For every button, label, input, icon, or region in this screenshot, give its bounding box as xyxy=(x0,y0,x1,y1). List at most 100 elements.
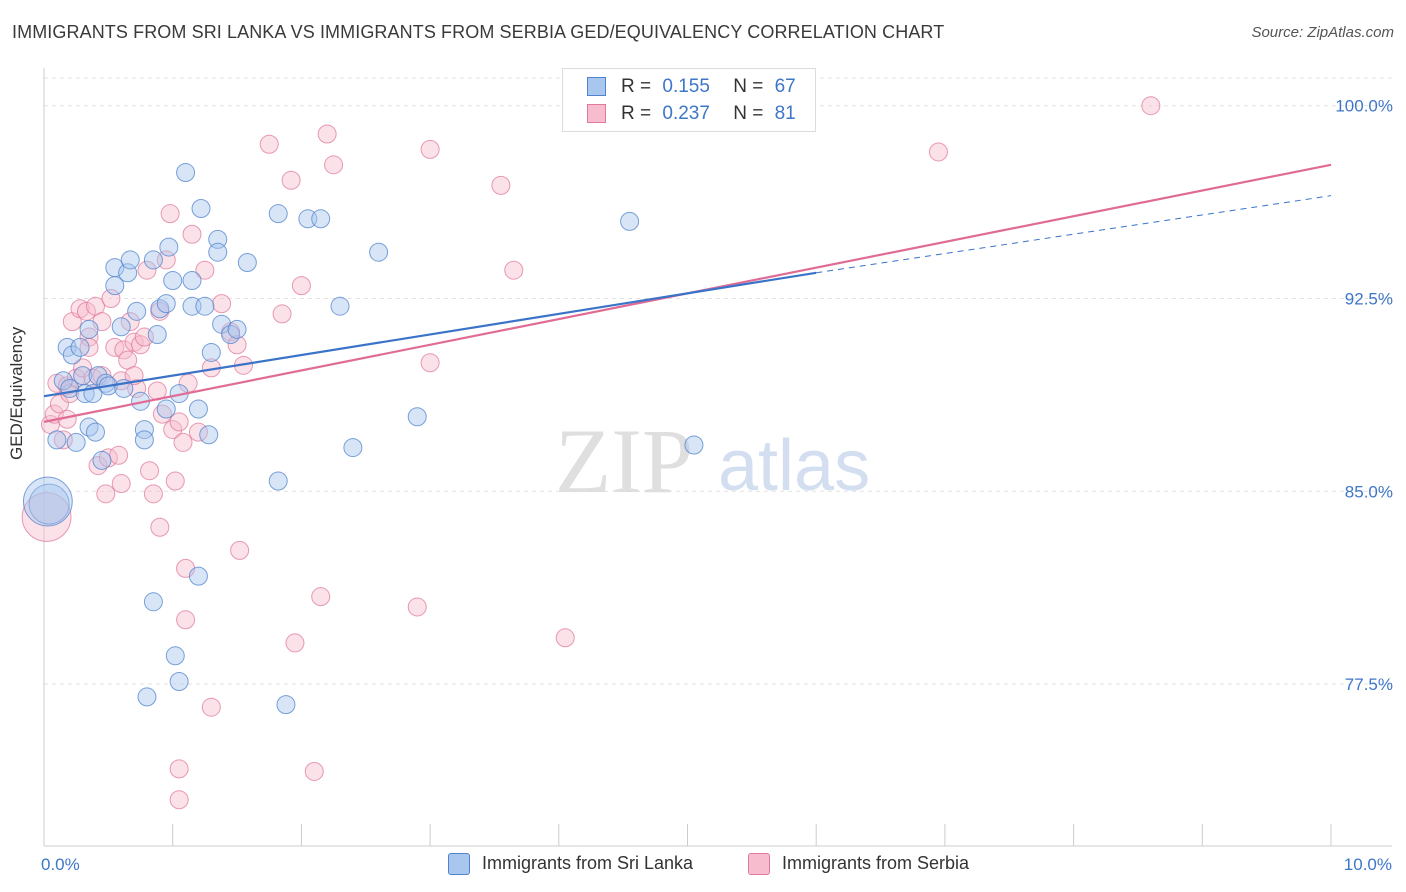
sri-lanka-point xyxy=(298,209,318,229)
legend-label: Immigrants from Serbia xyxy=(782,853,970,873)
serbia-point xyxy=(140,461,160,481)
serbia-point xyxy=(21,492,72,542)
n-label: N = xyxy=(733,76,764,97)
sri-lanka-point xyxy=(79,319,99,339)
sri-lanka-point xyxy=(105,258,125,278)
sri-lanka-point xyxy=(407,407,427,427)
x-tick-label: 10.0% xyxy=(1344,855,1392,874)
sri-lanka-point xyxy=(85,422,105,442)
n-value: 67 xyxy=(774,76,796,97)
serbia-point xyxy=(420,139,440,159)
serbia-point xyxy=(227,335,247,355)
sri-lanka-point xyxy=(268,204,288,224)
sri-lanka-point xyxy=(369,242,389,262)
serbia-point xyxy=(169,790,189,810)
sri-lanka-point xyxy=(70,337,90,357)
sri-lanka-point xyxy=(120,250,140,270)
sri-lanka-point xyxy=(88,366,108,386)
sri-lanka-point xyxy=(79,417,99,437)
serbia-point xyxy=(201,697,221,717)
serbia-point xyxy=(285,633,305,653)
serbia-point xyxy=(311,587,331,607)
legend-stats: R = 0.155 N = 67 R = 0.237 N = 81 xyxy=(562,68,816,132)
serbia-point xyxy=(176,610,196,630)
sri-lanka-point xyxy=(684,435,704,455)
serbia-point xyxy=(317,124,337,144)
serbia-point xyxy=(169,759,189,779)
serbia-point xyxy=(101,288,121,308)
serbia-point xyxy=(281,170,301,190)
serbia-point xyxy=(150,517,170,537)
legend-label: Immigrants from Sri Lanka xyxy=(482,853,694,873)
r-label: R = xyxy=(621,103,652,124)
serbia-point xyxy=(152,404,172,424)
sri-lanka-point xyxy=(188,399,208,419)
n-value: 81 xyxy=(774,103,796,124)
sri-lanka-point xyxy=(182,270,202,290)
sri-lanka-point xyxy=(343,438,363,458)
serbia-point xyxy=(504,260,524,280)
sri-lanka-point xyxy=(311,209,331,229)
sri-lanka-point xyxy=(159,237,179,257)
y-tick-label: 92.5% xyxy=(1345,289,1393,308)
serbia-point xyxy=(291,276,311,296)
sri-lanka-point xyxy=(28,483,70,525)
watermark-atlas: atlas xyxy=(718,426,870,506)
serbia-point xyxy=(120,312,140,332)
legend-series: Immigrants from Sri Lanka Immigrants fro… xyxy=(0,852,1406,878)
serbia-point xyxy=(1141,96,1161,116)
watermark-zip: ZIP xyxy=(555,410,693,512)
n-label: N = xyxy=(733,103,764,124)
serbia-point xyxy=(555,628,575,648)
serbia-point xyxy=(109,445,129,465)
sri-lanka-point xyxy=(92,450,112,470)
serbia-point xyxy=(195,260,215,280)
sri-lanka-point xyxy=(147,324,167,344)
sri-lanka-point xyxy=(163,270,183,290)
serbia-point xyxy=(49,394,69,414)
sri-lanka-point xyxy=(169,671,189,691)
sri-lanka-point xyxy=(165,646,185,666)
legend-swatch-pink xyxy=(748,853,770,875)
serbia-point xyxy=(143,484,163,504)
sri-lanka-point xyxy=(111,317,131,337)
sri-lanka-point xyxy=(156,294,176,314)
tick-labels: 100.0% 92.5% 85.0% 77.5% 0.0% 10.0% xyxy=(41,97,1393,874)
sri-lanka-point xyxy=(66,432,86,452)
sri-lanka-point xyxy=(47,430,67,450)
serbia-point xyxy=(407,597,427,617)
sri-lanka-trend-line xyxy=(43,271,817,398)
r-value: 0.155 xyxy=(662,76,710,97)
sri-lanka-point xyxy=(150,299,170,319)
sri-lanka-point xyxy=(227,319,247,339)
sri-lanka-point xyxy=(199,425,219,445)
sri-lanka-point xyxy=(268,471,288,491)
serbia-point xyxy=(272,304,292,324)
serbia-point xyxy=(173,432,193,452)
serbia-point xyxy=(137,260,157,280)
legend-swatch-pink xyxy=(587,104,606,123)
sri-lanka-point xyxy=(127,301,147,321)
serbia-point xyxy=(182,224,202,244)
serbia-point xyxy=(928,142,948,162)
chart-title: IMMIGRANTS FROM SRI LANKA VS IMMIGRANTS … xyxy=(12,22,945,42)
legend-swatch-blue xyxy=(448,853,470,875)
sri-lanka-point xyxy=(195,296,215,316)
sri-lanka-point xyxy=(620,211,640,231)
serbia-point xyxy=(169,412,189,432)
series-serbia-points xyxy=(21,96,1161,810)
sri-lanka-point xyxy=(276,695,296,715)
series-sri-lanka-points xyxy=(22,163,704,715)
sri-lanka-point xyxy=(137,687,157,707)
y-tick-label: 85.0% xyxy=(1345,482,1393,501)
sri-lanka-point xyxy=(62,345,82,365)
sri-lanka-point xyxy=(188,566,208,586)
serbia-point xyxy=(165,471,185,491)
sri-lanka-point xyxy=(237,252,257,272)
serbia-point xyxy=(73,358,93,378)
sri-lanka-trend-extension xyxy=(816,195,1332,274)
sri-lanka-point xyxy=(221,324,241,344)
serbia-point xyxy=(163,420,183,440)
sri-lanka-point xyxy=(134,430,154,450)
